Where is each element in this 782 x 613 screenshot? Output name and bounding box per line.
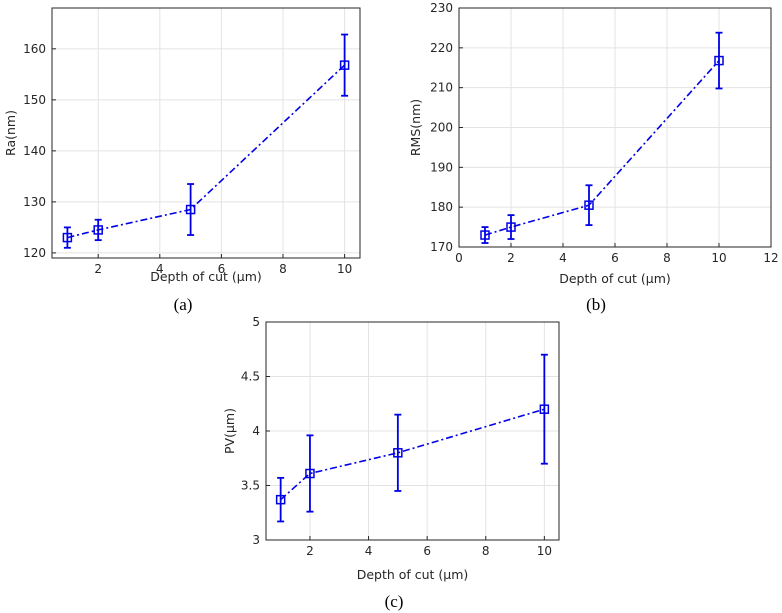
plot-frame (51, 7, 361, 259)
data-point-marker (275, 494, 286, 505)
y-axis-label: Ra(nm) (3, 110, 18, 156)
data-point-marker (714, 55, 724, 66)
y-tick-label: 4.5 (241, 370, 260, 384)
x-tick-label: 12 (763, 251, 778, 265)
y-tick-label: 160 (23, 42, 46, 56)
data-point-marker (62, 232, 73, 243)
x-tick-label: 4 (559, 251, 567, 265)
x-tick-label: 10 (537, 544, 552, 558)
panel-a-caption: (a) (174, 295, 193, 314)
x-axis-label: Depth of cut (μm) (150, 269, 262, 284)
y-tick-label: 210 (430, 81, 453, 95)
x-tick-label: 6 (218, 262, 226, 276)
data-point-marker (480, 230, 490, 240)
plot-area (51, 7, 361, 259)
x-tick-label: 4 (156, 262, 164, 276)
data-point-marker (339, 60, 350, 70)
x-tick-label: 10 (337, 262, 352, 276)
y-tick-label: 5 (252, 315, 260, 329)
x-tick-label: 10 (711, 251, 726, 265)
panel-c: 2 4 6 8 10 3 3.5 4 4.5 5 Depth of cut (μm) PV(μm) (c… (222, 315, 560, 611)
panel-b-caption: (b) (586, 295, 606, 314)
y-tick-label: 120 (23, 246, 46, 260)
x-tick-label: 0 (455, 251, 463, 265)
y-tick-label: 3 (252, 533, 260, 547)
series-line (280, 408, 545, 501)
x-tick-label: 2 (507, 251, 515, 265)
data-point-marker (93, 225, 103, 235)
x-tick-label: 8 (663, 251, 671, 265)
y-tick-label: 150 (23, 93, 46, 107)
y-axis-label: RMS(nm) (408, 99, 423, 156)
data-point-marker (506, 222, 516, 232)
data-point-marker (393, 448, 403, 458)
y-tick-label: 200 (430, 121, 453, 135)
y-tick-label: 230 (430, 1, 453, 15)
x-tick-label: 6 (611, 251, 619, 265)
data-point-marker (305, 468, 315, 479)
y-tick-label: 170 (430, 240, 453, 254)
series-line (67, 64, 346, 239)
y-tick-label: 130 (23, 195, 46, 209)
x-tick-label: 2 (94, 262, 102, 276)
y-tick-label: 190 (430, 160, 453, 174)
x-tick-label: 6 (423, 544, 431, 558)
y-tick-label: 220 (430, 41, 453, 55)
y-tick-label: 3.5 (241, 479, 260, 493)
data-point-marker (584, 200, 594, 210)
x-tick-label: 8 (279, 262, 287, 276)
y-tick-label: 180 (430, 200, 453, 214)
x-axis-label: Depth of cut (μm) (357, 567, 469, 582)
series-line (484, 60, 720, 236)
x-axis-label: Depth of cut (μm) (559, 271, 671, 286)
data-point-marker (185, 204, 196, 215)
data-point-marker (539, 404, 550, 414)
x-tick-label: 4 (365, 544, 373, 558)
x-tick-label: 2 (306, 544, 314, 558)
y-tick-label: 4 (252, 424, 260, 438)
y-axis-label: PV(μm) (222, 408, 237, 454)
panel-a: 2 4 6 8 10 120 130 140 150 160 Depth of cut (μm) Ra… (3, 7, 361, 314)
x-tick-label: 8 (482, 544, 490, 558)
panel-c-caption: (c) (385, 592, 404, 611)
y-tick-label: 140 (23, 144, 46, 158)
panel-b: 0 2 4 6 8 10 12 170 180 190 200 210 220 230 Depth of c… (408, 1, 779, 314)
